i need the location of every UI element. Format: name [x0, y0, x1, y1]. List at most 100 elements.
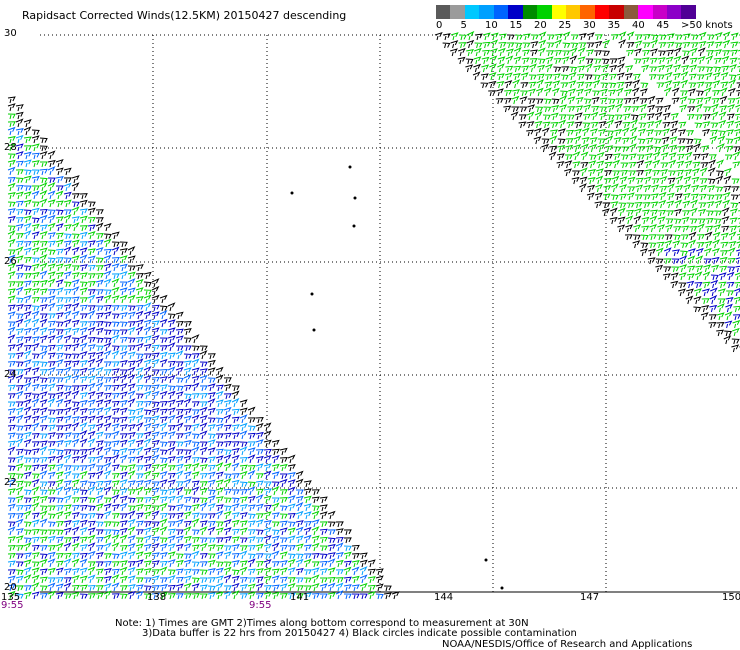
wind-barb — [573, 144, 582, 153]
wind-barb — [734, 120, 740, 129]
wind-barb — [95, 552, 104, 560]
wind-barb — [111, 553, 120, 560]
wind-barb — [698, 47, 706, 57]
wind-barb — [167, 431, 176, 440]
wind-barb — [111, 241, 120, 248]
wind-barb — [544, 74, 553, 81]
wind-barb — [683, 184, 692, 193]
wind-barb — [612, 153, 621, 161]
wind-barb — [95, 568, 104, 576]
wind-barb — [247, 447, 256, 456]
wind-barb — [711, 97, 720, 105]
wind-barb — [710, 122, 719, 129]
wind-barb — [23, 497, 32, 504]
wind-barb — [56, 185, 64, 192]
wind-barb — [232, 385, 240, 392]
wind-barb — [343, 529, 352, 536]
wind-barb — [71, 265, 80, 272]
wind-barb — [375, 575, 384, 584]
wind-barb — [183, 463, 192, 472]
wind-barb — [87, 534, 96, 544]
wind-barb — [175, 328, 184, 336]
wind-barb — [335, 569, 344, 576]
wind-barb — [151, 327, 160, 336]
wind-barb — [151, 521, 160, 528]
wind-barb — [183, 374, 192, 384]
wind-barb — [95, 422, 104, 432]
wind-barb — [215, 455, 224, 464]
wind-barb — [23, 222, 32, 232]
wind-barb — [550, 122, 559, 129]
wind-barb — [55, 287, 64, 296]
wind-barb — [191, 353, 200, 360]
wind-barb — [183, 393, 192, 400]
wind-barb — [597, 138, 606, 145]
wind-barb — [63, 527, 72, 536]
wind-barb — [279, 513, 288, 520]
wind-barb — [103, 270, 112, 280]
wind-barb — [23, 265, 32, 272]
wind-barb — [653, 146, 662, 153]
wind-barb — [127, 390, 136, 400]
wind-barb — [55, 536, 64, 544]
wind-barb — [15, 286, 24, 296]
wind-barb — [71, 337, 80, 344]
wind-barb — [119, 255, 128, 264]
wind-barb — [694, 288, 702, 297]
wind-barb — [143, 326, 152, 336]
wind-barb — [335, 582, 344, 592]
wind-barb — [721, 65, 730, 73]
wind-barb — [714, 31, 723, 41]
wind-barb — [111, 449, 120, 456]
wind-barb — [295, 593, 304, 600]
wind-barb — [191, 583, 200, 592]
wind-barb — [175, 553, 184, 560]
wind-barb — [717, 303, 725, 313]
wind-barb — [87, 207, 96, 216]
wind-barb — [23, 521, 32, 528]
wind-barb — [287, 464, 296, 472]
wind-barb — [15, 535, 24, 544]
wind-barb — [552, 73, 561, 81]
wind-barb — [95, 265, 104, 272]
wind-barb — [111, 504, 120, 512]
wind-barb — [303, 544, 312, 552]
wind-barb — [631, 87, 640, 97]
contamination-circle — [500, 586, 504, 590]
wind-barb — [63, 177, 72, 184]
wind-barb — [103, 337, 112, 344]
wind-barb — [31, 536, 40, 544]
wind-barb — [63, 233, 72, 240]
wind-barb — [207, 353, 216, 360]
wind-barb — [79, 593, 88, 600]
wind-barb — [79, 272, 88, 280]
wind-barb — [711, 256, 720, 265]
wind-barb — [627, 176, 636, 185]
wind-barb — [718, 288, 726, 297]
wind-barb — [103, 422, 112, 432]
wind-barb — [71, 286, 80, 296]
wind-barb — [63, 577, 72, 584]
wind-barb — [31, 567, 40, 576]
wind-barb — [504, 80, 513, 89]
wind-barb — [708, 159, 717, 169]
wind-barb — [72, 465, 80, 472]
wind-barb — [71, 497, 80, 504]
wind-barb — [580, 167, 588, 177]
wind-barb — [618, 39, 627, 49]
wind-barb — [151, 390, 160, 400]
wind-barb — [31, 223, 40, 232]
wind-barb — [602, 50, 610, 57]
wind-barb — [39, 391, 48, 400]
wind-barb — [606, 114, 615, 121]
wind-barb — [684, 160, 693, 169]
wind-barb — [255, 582, 264, 592]
wind-barb — [676, 169, 685, 177]
wind-barb — [335, 552, 344, 560]
wind-barb — [127, 409, 136, 416]
wind-barb — [239, 464, 248, 472]
wind-barb — [199, 457, 208, 464]
wind-barb — [296, 489, 304, 496]
wind-barb — [702, 128, 711, 137]
wind-barb — [255, 439, 264, 448]
